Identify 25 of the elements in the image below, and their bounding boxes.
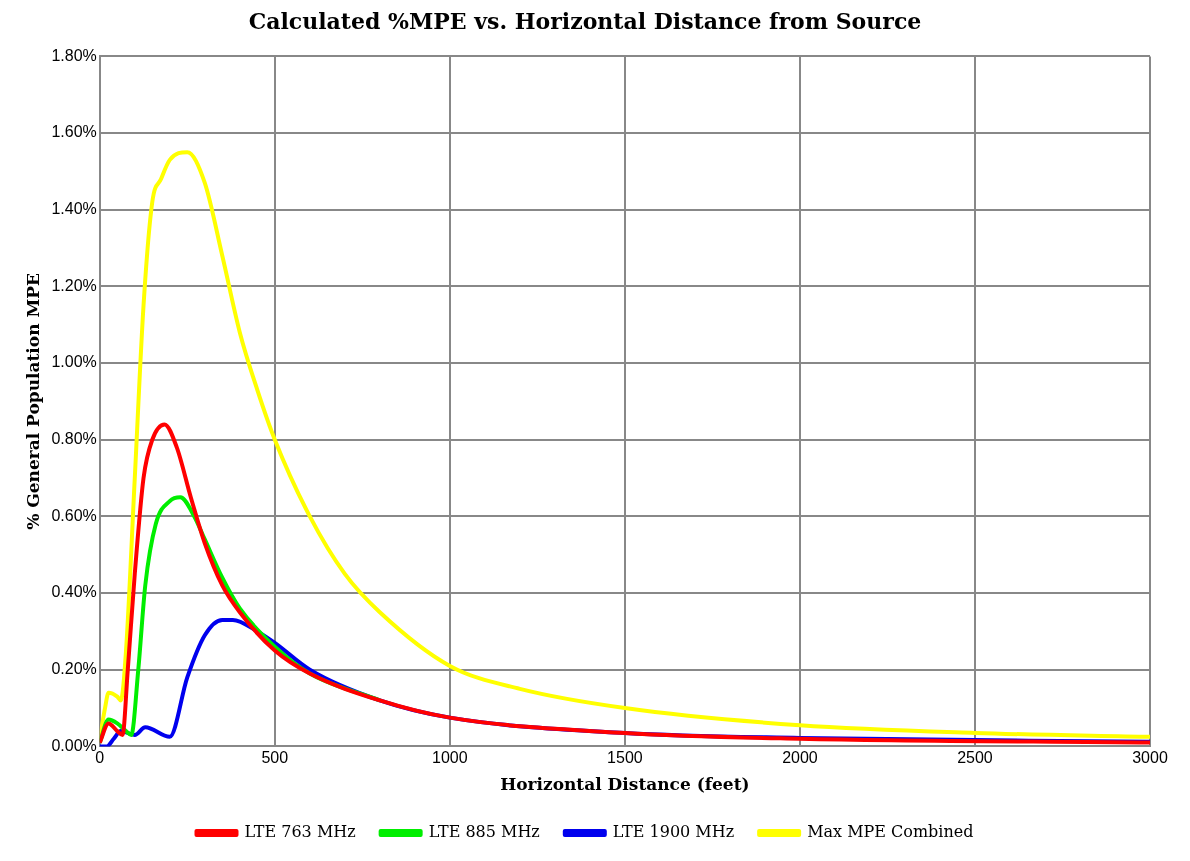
- x-tick-label: 1000: [432, 749, 468, 767]
- y-tick-label: 0.00%: [51, 736, 97, 754]
- x-axis-title: Horizontal Distance (feet): [500, 774, 750, 795]
- legend-label: LTE 885 MHz: [428, 822, 540, 842]
- y-tick-label: 0.60%: [51, 506, 97, 524]
- y-tick-label: 1.20%: [51, 276, 97, 294]
- y-axis-title: % General Population MPE: [22, 272, 43, 530]
- legend-label: Max MPE Combined: [807, 822, 974, 842]
- x-tick-label: 500: [261, 749, 289, 767]
- x-tick-label: 2000: [782, 749, 818, 767]
- y-tick-label: 1.60%: [51, 123, 97, 141]
- x-tick-label: 2500: [957, 749, 993, 767]
- legend-label: LTE 763 MHz: [244, 822, 356, 842]
- y-tick-label: 0.40%: [51, 583, 97, 601]
- y-tick-label: 1.00%: [51, 353, 97, 371]
- x-tick-label: 0: [95, 749, 105, 767]
- x-tick-label: 1500: [607, 749, 643, 767]
- chart-title: Calculated %MPE vs. Horizontal Distance from Source: [248, 7, 922, 34]
- y-tick-label: 0.80%: [51, 430, 97, 448]
- legend-label: LTE 1900 MHz: [612, 822, 735, 842]
- y-tick-label: 1.40%: [51, 200, 97, 218]
- y-tick-label: 1.80%: [51, 46, 97, 64]
- x-tick-label: 3000: [1132, 749, 1168, 767]
- y-tick-label: 0.20%: [51, 660, 97, 678]
- line-series: [99, 150, 1150, 741]
